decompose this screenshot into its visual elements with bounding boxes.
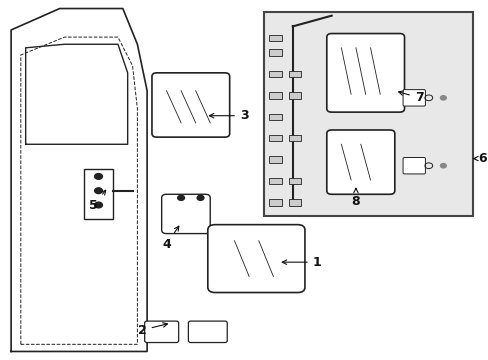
FancyBboxPatch shape — [402, 157, 425, 174]
Bar — [288, 135, 301, 141]
Bar — [269, 113, 281, 120]
Bar — [288, 71, 301, 77]
Circle shape — [440, 96, 446, 100]
Circle shape — [95, 174, 102, 179]
Circle shape — [95, 202, 102, 208]
Circle shape — [440, 163, 446, 168]
FancyBboxPatch shape — [152, 73, 229, 137]
Text: 1: 1 — [282, 256, 321, 269]
FancyBboxPatch shape — [326, 33, 404, 112]
Text: 6: 6 — [473, 152, 486, 165]
Bar — [269, 49, 281, 56]
FancyBboxPatch shape — [188, 321, 227, 342]
Bar — [269, 178, 281, 184]
Text: 7: 7 — [398, 91, 423, 104]
Bar — [288, 199, 301, 206]
Circle shape — [177, 195, 184, 201]
Bar — [263, 12, 471, 216]
Bar — [269, 135, 281, 141]
Circle shape — [197, 195, 203, 201]
Text: 5: 5 — [89, 190, 105, 212]
Text: 4: 4 — [162, 226, 179, 251]
FancyBboxPatch shape — [402, 90, 425, 106]
FancyBboxPatch shape — [162, 194, 210, 234]
FancyBboxPatch shape — [326, 130, 394, 194]
Bar — [269, 35, 281, 41]
Text: 3: 3 — [209, 109, 248, 122]
Bar — [269, 92, 281, 99]
Bar — [84, 169, 113, 219]
FancyBboxPatch shape — [207, 225, 305, 293]
Text: 2: 2 — [138, 323, 167, 337]
Bar — [269, 157, 281, 163]
FancyBboxPatch shape — [144, 321, 178, 342]
Text: 8: 8 — [351, 188, 360, 208]
Bar — [269, 199, 281, 206]
Bar — [269, 71, 281, 77]
Bar — [288, 92, 301, 99]
Bar — [288, 178, 301, 184]
Circle shape — [95, 188, 102, 194]
